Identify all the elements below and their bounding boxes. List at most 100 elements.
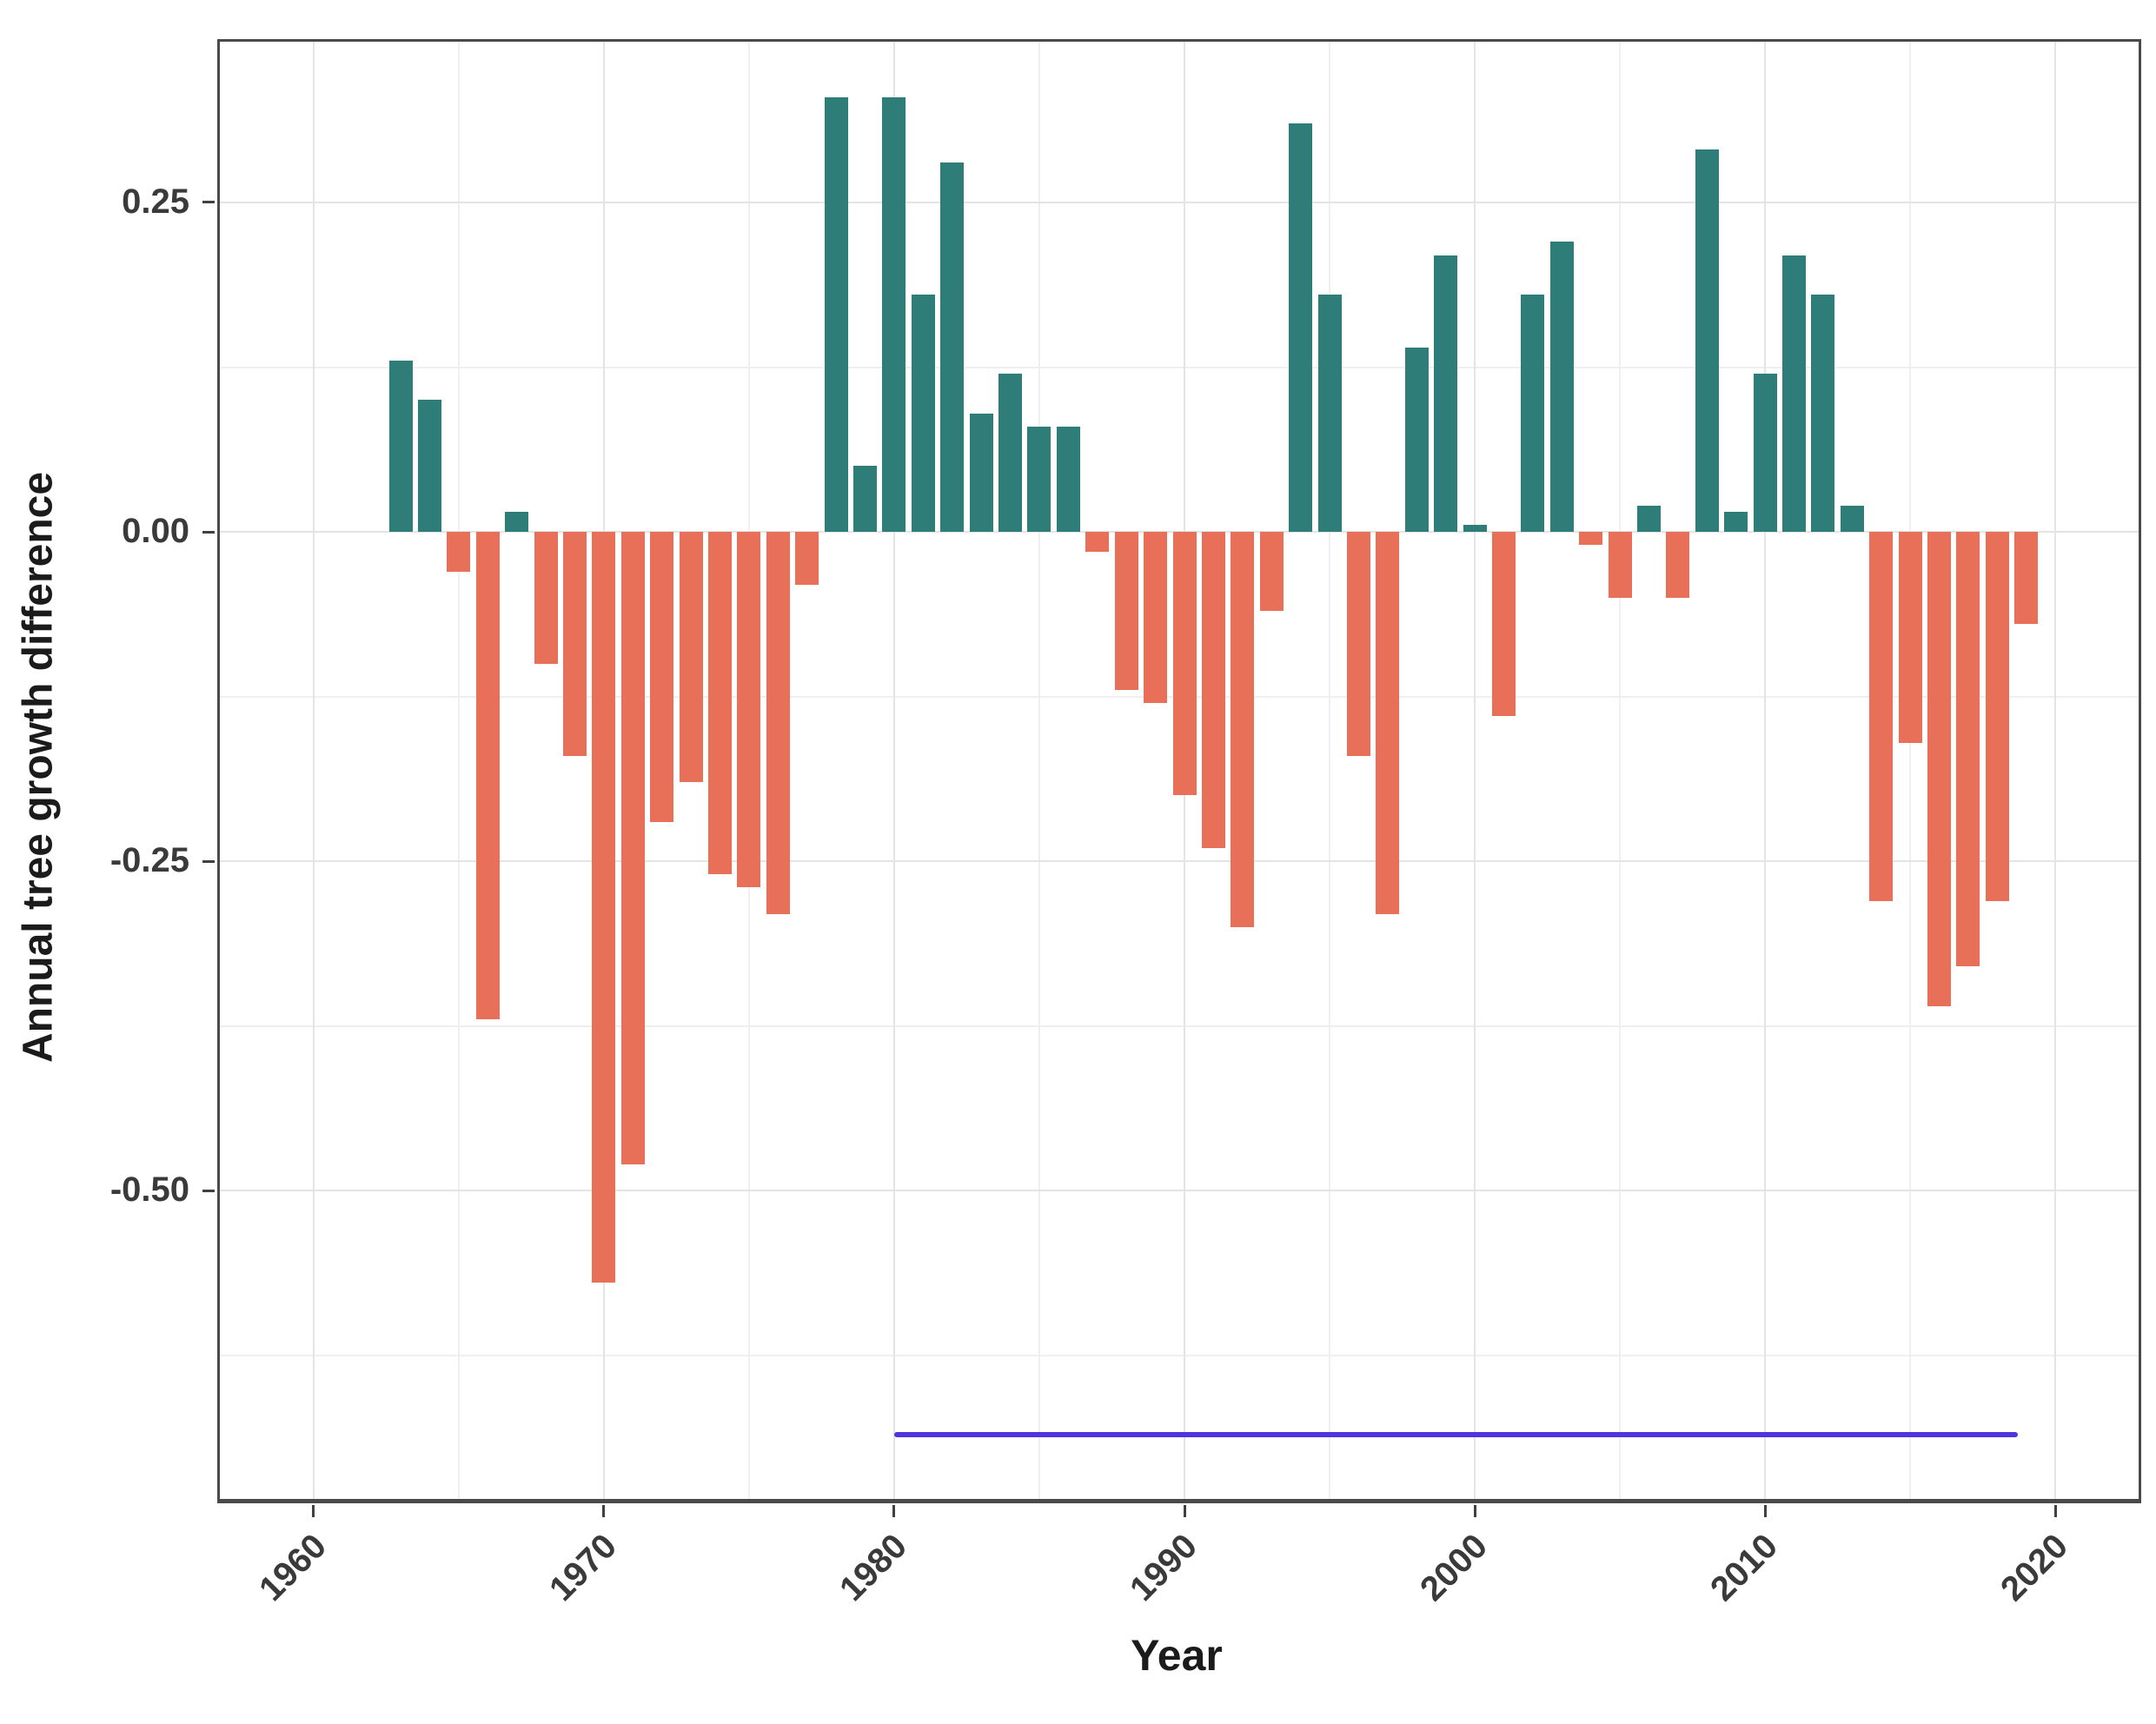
bar-1984	[998, 374, 1023, 533]
bar-1971	[620, 532, 645, 1164]
bar-1967	[505, 512, 529, 533]
bar-2015	[1898, 532, 1922, 743]
x-tick-label-1970: 1970	[542, 1527, 625, 1609]
x-tick-label-1980: 1980	[833, 1527, 915, 1609]
bar-1963	[388, 360, 413, 533]
bar-1979	[853, 466, 878, 533]
bar-1990	[1172, 532, 1197, 796]
reference-line	[893, 1431, 2018, 1437]
gridline-x-1980	[892, 42, 895, 1499]
bar-2019	[2014, 532, 2039, 625]
x-tick-label-1960: 1960	[251, 1527, 335, 1609]
bar-2014	[1869, 532, 1894, 901]
bar-1996	[1346, 532, 1370, 756]
bar-1993	[1259, 532, 1284, 612]
bar-1982	[940, 162, 965, 533]
x-tick-1960	[312, 1505, 315, 1517]
gridline-y-minor--0.375	[220, 1024, 2139, 1027]
bar-1989	[1144, 532, 1168, 704]
bar-1968	[534, 532, 558, 664]
y-tick-0	[202, 530, 215, 534]
gridline-x-minor-1985	[1038, 42, 1040, 1499]
y-tick-label-0.25: 0.25	[122, 182, 189, 221]
x-tick-label-2010: 2010	[1703, 1527, 1786, 1609]
bar-2012	[1811, 295, 1835, 533]
x-tick-label-2000: 2000	[1413, 1527, 1496, 1609]
gridline-y-0.25	[220, 201, 2139, 203]
bar-2016	[1927, 532, 1951, 1006]
bar-2006	[1636, 505, 1661, 533]
bar-2000	[1463, 525, 1487, 533]
bar-1976	[766, 532, 790, 914]
x-tick-2010	[1763, 1505, 1767, 1517]
bar-2003	[1549, 242, 1574, 533]
bar-1974	[708, 532, 733, 875]
y-axis-title: Annual tree growth difference	[15, 471, 62, 1064]
y-tick--0.5	[202, 1189, 215, 1192]
bar-1969	[563, 532, 587, 756]
bar-1995	[1317, 295, 1342, 533]
y-tick--0.25	[202, 859, 215, 863]
bar-2005	[1608, 532, 1632, 598]
bar-1992	[1231, 532, 1255, 927]
bar-1998	[1404, 347, 1429, 533]
x-tick-label-2020: 2020	[1993, 1527, 2076, 1609]
bar-1978	[824, 96, 848, 533]
gridline-y--0.25	[220, 860, 2139, 863]
gridline-x-2000	[1474, 42, 1476, 1499]
x-tick-1990	[1183, 1505, 1186, 1517]
bar-1985	[1027, 426, 1051, 533]
y-tick-label--0.5: -0.50	[109, 1170, 189, 1210]
gridline-x-minor-1995	[1329, 42, 1331, 1499]
x-axis-title: Year	[1131, 1631, 1223, 1680]
gridline-y--0.5	[220, 1190, 2139, 1192]
bar-1965	[447, 532, 471, 572]
bar-1986	[1056, 426, 1080, 533]
x-tick-1970	[602, 1505, 606, 1517]
bar-2008	[1695, 149, 1719, 533]
bar-1972	[650, 532, 674, 822]
bar-1988	[1114, 532, 1138, 690]
bar-2011	[1781, 255, 1806, 533]
gridline-x-minor-2005	[1619, 42, 1622, 1499]
bar-1970	[592, 532, 616, 1283]
bar-1975	[737, 532, 761, 888]
bar-1999	[1434, 255, 1458, 533]
bar-2013	[1840, 505, 1864, 533]
bar-2007	[1666, 532, 1690, 598]
gridline-y-minor-0.125	[220, 366, 2139, 368]
bar-2017	[1956, 532, 1980, 967]
gridline-x-1960	[312, 42, 315, 1499]
bar-1983	[969, 413, 993, 533]
bar-1987	[1085, 532, 1110, 552]
gridline-x-minor-1965	[457, 42, 460, 1499]
y-tick-label-0: 0.00	[122, 512, 189, 551]
bar-2010	[1753, 374, 1777, 533]
y-tick-label--0.25: -0.25	[109, 841, 189, 880]
bar-2018	[1985, 532, 2009, 901]
bar-1991	[1201, 532, 1225, 848]
bar-1994	[1289, 123, 1313, 533]
bar-1966	[475, 532, 500, 1020]
plot-area: 1960 1970 1980 1990 2000 2010 2020 0.25 0.00 -0.2…	[110, 39, 2141, 1608]
bar-1973	[679, 532, 703, 783]
bar-2004	[1579, 532, 1603, 546]
bar-2001	[1491, 532, 1516, 717]
gridline-x-2020	[2054, 42, 2057, 1499]
bar-1977	[795, 532, 819, 585]
bar-2002	[1521, 295, 1545, 533]
bar-2009	[1724, 512, 1748, 533]
y-tick-0.25	[202, 201, 215, 204]
bar-1997	[1376, 532, 1400, 914]
x-tick-label-1990: 1990	[1123, 1527, 1205, 1609]
gridline-x-2010	[1764, 42, 1767, 1499]
bar-1981	[911, 295, 935, 533]
gridline-x-minor-2015	[1909, 42, 1912, 1499]
x-tick-2020	[2053, 1505, 2057, 1517]
bar-1964	[418, 400, 441, 533]
x-tick-2000	[1473, 1505, 1476, 1517]
bar-1980	[882, 96, 906, 533]
x-tick-1980	[892, 1505, 896, 1517]
gridline-y-minor--0.625	[220, 1354, 2139, 1356]
